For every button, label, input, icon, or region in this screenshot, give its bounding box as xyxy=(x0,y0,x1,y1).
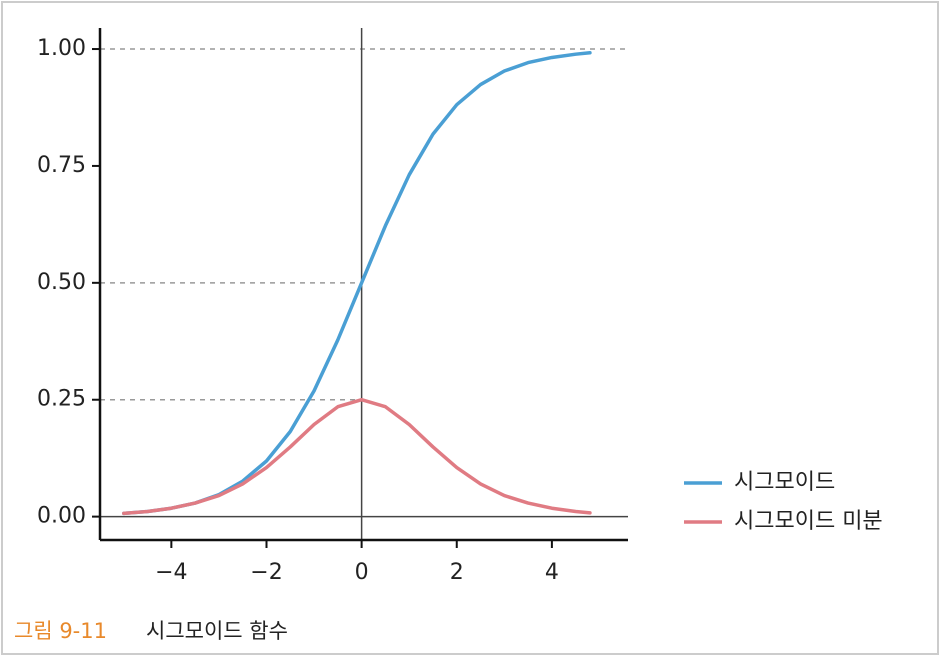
x-tick-label: −2 xyxy=(250,560,282,585)
x-tick-label: 4 xyxy=(545,560,559,585)
y-tick-label: 0.50 xyxy=(37,270,86,295)
y-tick-label: 1.00 xyxy=(37,36,86,61)
caption-label: 그림 9-11 xyxy=(14,619,107,643)
x-tick-label: 0 xyxy=(355,560,369,585)
legend-label: 시그모이드 xyxy=(734,470,835,495)
caption: 시그모이드 함수 xyxy=(146,619,288,643)
y-tick-label: 0.25 xyxy=(37,387,86,412)
series-line xyxy=(122,397,592,516)
y-tick-label: 0.00 xyxy=(37,504,86,529)
x-tick-label: 2 xyxy=(450,560,464,585)
legend-label: 시그모이드 미분 xyxy=(734,509,883,534)
x-tick-label: −4 xyxy=(155,560,187,585)
y-tick-label: 0.75 xyxy=(37,153,86,178)
